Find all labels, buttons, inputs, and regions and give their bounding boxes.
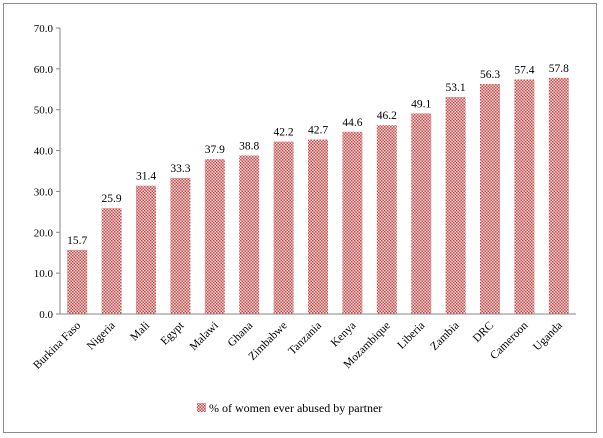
x-tick-label: Ghana (226, 320, 256, 350)
bars (67, 77, 569, 315)
x-tick-label: Uganda (531, 320, 565, 354)
data-label: 49.1 (411, 98, 431, 110)
y-tick-label: 60.0 (34, 64, 54, 76)
data-label: 42.7 (308, 125, 328, 137)
bar (67, 249, 88, 314)
bar (376, 125, 397, 315)
bar (445, 97, 466, 314)
y-tick-label: 20.0 (34, 227, 54, 239)
x-axis: Burkina Faso Nigeria Mali Egypt Malawi Ghana Z… (31, 313, 576, 372)
legend-label: % of women ever abused by partner (209, 401, 382, 415)
data-label: 56.3 (480, 69, 500, 81)
bar (136, 185, 156, 314)
bar (239, 155, 260, 314)
data-label: 15.7 (67, 235, 87, 247)
bar (548, 77, 569, 315)
bar (101, 208, 122, 314)
y-axis: 0.0 10.0 20.0 30.0 40.0 50.0 60.0 70.0 (34, 23, 61, 321)
data-label: 42.2 (274, 127, 294, 139)
x-tick-label: Burkina Faso (31, 319, 83, 371)
data-label: 38.8 (239, 140, 259, 152)
y-tick-label: 50.0 (34, 105, 54, 117)
legend: % of women ever abused by partner (197, 401, 382, 415)
data-label: 33.3 (170, 163, 190, 175)
bar (170, 177, 191, 314)
bar (204, 159, 225, 314)
y-tick-label: 70.0 (34, 23, 54, 35)
legend-swatch (197, 403, 206, 412)
bar (273, 141, 294, 314)
x-tick-label: Zambia (428, 320, 461, 353)
y-tick-label: 0.0 (39, 309, 53, 321)
data-label: 31.4 (136, 171, 156, 183)
data-label: 53.1 (446, 82, 466, 94)
x-tick-label: Egypt (159, 319, 187, 347)
data-label: 44.6 (342, 117, 362, 129)
data-label: 46.2 (377, 110, 397, 122)
bar (514, 79, 535, 314)
bar (342, 131, 363, 314)
bar (308, 139, 328, 314)
x-tick-label: DRC (471, 319, 496, 344)
x-tick-label: Mali (128, 320, 152, 344)
bar (480, 83, 500, 314)
data-label: 57.4 (514, 64, 534, 76)
x-tick-label: Liberia (395, 320, 427, 352)
data-label: 57.8 (549, 63, 569, 75)
x-tick-label: Cameroon (488, 319, 531, 362)
data-label: 37.9 (205, 144, 225, 156)
y-tick-label: 40.0 (34, 146, 54, 158)
bar (411, 113, 432, 315)
x-tick-label: Kenya (329, 320, 359, 350)
y-tick-label: 10.0 (34, 268, 54, 280)
data-labels: 15.7 25.9 31.4 33.3 37.9 38.8 42.2 42.7 44.6 46.2… (67, 63, 569, 247)
x-tick-label: Malawi (188, 320, 221, 353)
x-tick-label: Nigeria (85, 320, 118, 353)
y-tick-label: 30.0 (34, 186, 54, 198)
data-label: 25.9 (102, 193, 122, 205)
x-tick-label: Tanzania (286, 320, 324, 358)
